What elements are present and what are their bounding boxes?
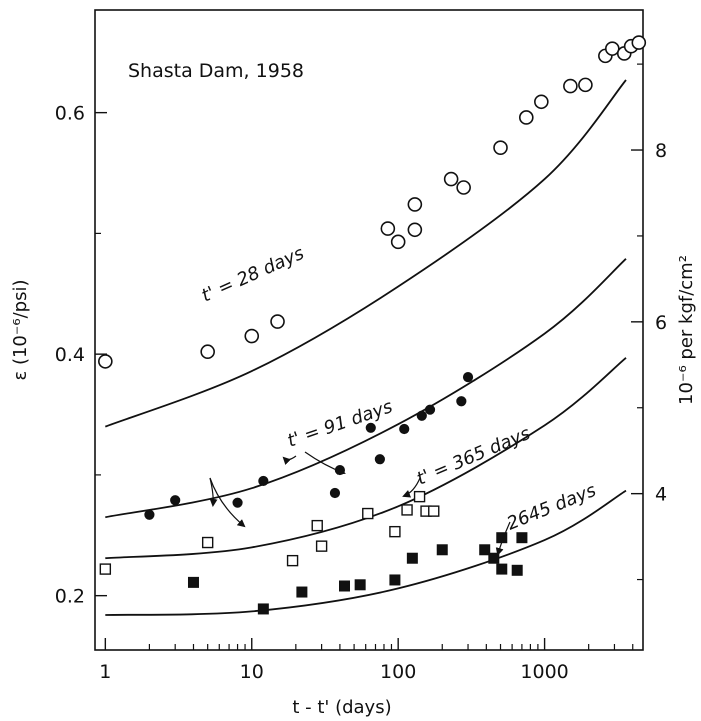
open-circle-point bbox=[534, 94, 549, 110]
label-leader-1 bbox=[282, 455, 297, 466]
filled-square-point bbox=[406, 552, 418, 564]
label-leader-2 bbox=[402, 477, 421, 498]
open-square-point bbox=[362, 507, 374, 520]
filled-circle-point bbox=[258, 475, 269, 487]
open-circle-point bbox=[563, 78, 578, 94]
filled-circle-point bbox=[416, 410, 427, 421]
curve-series-0 bbox=[104, 79, 627, 428]
x-tick-label: 1 bbox=[99, 661, 111, 683]
x-tick-label: 10 bbox=[240, 661, 264, 683]
open-circle-point bbox=[578, 77, 593, 93]
filled-square-point bbox=[296, 586, 308, 598]
curve-label-91: t' = 91 days bbox=[285, 396, 396, 452]
open-circle-point bbox=[631, 35, 647, 50]
label-leader-1 bbox=[304, 451, 346, 475]
y-tick-label: 0.6 bbox=[55, 103, 85, 125]
plot-frame bbox=[94, 9, 644, 651]
axis-ticks: 1 10 100 1000 0.2 0.4 0.6 4 6 8 bbox=[55, 63, 667, 683]
open-square-point bbox=[389, 525, 401, 538]
filled-square-point bbox=[389, 574, 401, 586]
open-circle-point bbox=[98, 354, 113, 369]
curve-series-2 bbox=[105, 357, 627, 560]
filled-square-point bbox=[496, 563, 508, 575]
open-square-point bbox=[413, 490, 426, 503]
open-circle-point bbox=[443, 171, 459, 187]
x-axis-title: t - t' (days) bbox=[292, 697, 391, 718]
open-square-point bbox=[99, 563, 112, 575]
filled-circle-point bbox=[232, 497, 243, 508]
open-square-point bbox=[428, 505, 440, 517]
label-leader-3 bbox=[495, 521, 511, 556]
open-circle-point bbox=[493, 140, 508, 155]
label-leaders bbox=[209, 451, 511, 556]
y-tick-label: 0.4 bbox=[55, 344, 85, 366]
filled-square-point bbox=[187, 576, 199, 588]
open-square-point bbox=[286, 554, 299, 567]
curve-series-1 bbox=[105, 258, 627, 519]
open-square-point bbox=[315, 540, 328, 552]
open-circle-point bbox=[390, 234, 406, 250]
filled-circle-point bbox=[374, 454, 385, 465]
open-circle-point bbox=[270, 314, 285, 329]
open-square-point bbox=[401, 504, 413, 516]
data-points bbox=[98, 35, 647, 615]
y2-axis-title: 10⁻⁶ per kgf/cm² bbox=[676, 255, 697, 405]
open-square-point bbox=[201, 536, 214, 549]
filled-square-point bbox=[488, 552, 500, 564]
y-axis-title: ε (10⁻⁶/psi) bbox=[10, 280, 31, 381]
filled-square-point bbox=[516, 532, 528, 544]
filled-square-point bbox=[257, 603, 269, 615]
filled-circle-point bbox=[424, 404, 436, 415]
filled-circle-point bbox=[170, 495, 181, 506]
open-circle-point bbox=[200, 344, 215, 360]
open-circle-point bbox=[518, 110, 534, 125]
open-circle-point bbox=[244, 328, 260, 344]
curve-label-28: t' = 28 days bbox=[198, 243, 307, 307]
x-tick-label: 1000 bbox=[520, 661, 568, 683]
filled-circle-point bbox=[456, 396, 467, 407]
filled-square-point bbox=[511, 564, 523, 576]
open-square-point bbox=[311, 519, 323, 532]
curve-label-2645: 2645 days bbox=[504, 480, 599, 535]
filled-circle-point bbox=[329, 487, 341, 499]
y2-tick-label: 6 bbox=[655, 312, 667, 334]
chart-title: Shasta Dam, 1958 bbox=[128, 60, 304, 82]
filled-circle-point bbox=[462, 371, 474, 383]
filled-square-point bbox=[354, 579, 366, 591]
open-circle-point bbox=[604, 41, 620, 56]
curves bbox=[104, 79, 627, 616]
y2-tick-label: 8 bbox=[655, 140, 667, 162]
curve-series-3 bbox=[105, 489, 627, 616]
filled-circle-point bbox=[399, 423, 410, 435]
open-circle-point bbox=[456, 180, 471, 195]
filled-square-point bbox=[339, 580, 351, 592]
open-circle-point bbox=[407, 197, 423, 212]
label-leader-0 bbox=[209, 477, 246, 528]
filled-square-point bbox=[479, 544, 491, 556]
open-circle-point bbox=[380, 221, 396, 236]
filled-circle-point bbox=[365, 422, 376, 433]
filled-square-point bbox=[436, 544, 448, 556]
x-tick-label: 100 bbox=[380, 661, 416, 683]
filled-circle-point bbox=[144, 509, 155, 520]
y-tick-label: 0.2 bbox=[55, 586, 85, 608]
y2-tick-label: 4 bbox=[655, 484, 667, 506]
open-circle-point bbox=[407, 222, 423, 238]
curve-label-365: t' = 365 days bbox=[414, 423, 534, 490]
